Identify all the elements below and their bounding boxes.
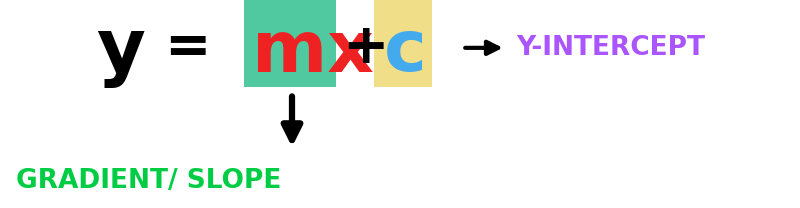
Text: Y-INTERCEPT: Y-INTERCEPT <box>516 35 705 61</box>
Text: mx: mx <box>252 17 374 87</box>
Text: y: y <box>96 16 145 88</box>
Bar <box>374 0 432 87</box>
Text: GRADIENT/ SLOPE: GRADIENT/ SLOPE <box>16 168 282 194</box>
Bar <box>244 0 336 87</box>
Text: =: = <box>164 21 210 75</box>
Text: +: + <box>342 21 389 75</box>
Text: c: c <box>384 17 427 87</box>
